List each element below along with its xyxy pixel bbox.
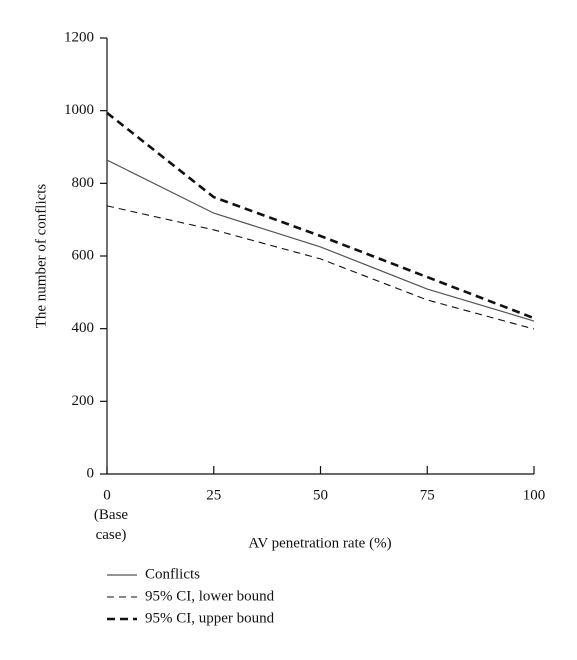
series-line	[106, 205, 535, 330]
y-tick-label: 800	[72, 175, 95, 191]
x-tick-label: 50	[313, 487, 328, 503]
series-line	[106, 159, 535, 322]
y-tick-label: 200	[72, 393, 95, 409]
x-axis-label: AV penetration rate (%)	[248, 535, 391, 551]
y-tick-label: 400	[72, 320, 95, 336]
x-tick-label: 75	[420, 487, 435, 503]
series-line	[106, 111, 535, 320]
legend-label: 95% CI, upper bound	[145, 610, 275, 626]
x-tick-label: 25	[206, 487, 221, 503]
y-tick-label: 0	[87, 465, 95, 481]
x-tick-label: 100	[523, 487, 546, 503]
legend-label: 95% CI, lower bound	[145, 588, 275, 604]
y-tick-label: 1200	[64, 29, 94, 45]
x-note: (Base case)	[93, 507, 129, 543]
y-axis-label: The number of conflicts	[33, 184, 49, 329]
x-tick-label: 0	[103, 487, 111, 503]
y-tick-label: 1000	[64, 102, 94, 118]
legend-label: Conflicts	[145, 566, 200, 582]
y-tick-label: 600	[72, 247, 95, 263]
